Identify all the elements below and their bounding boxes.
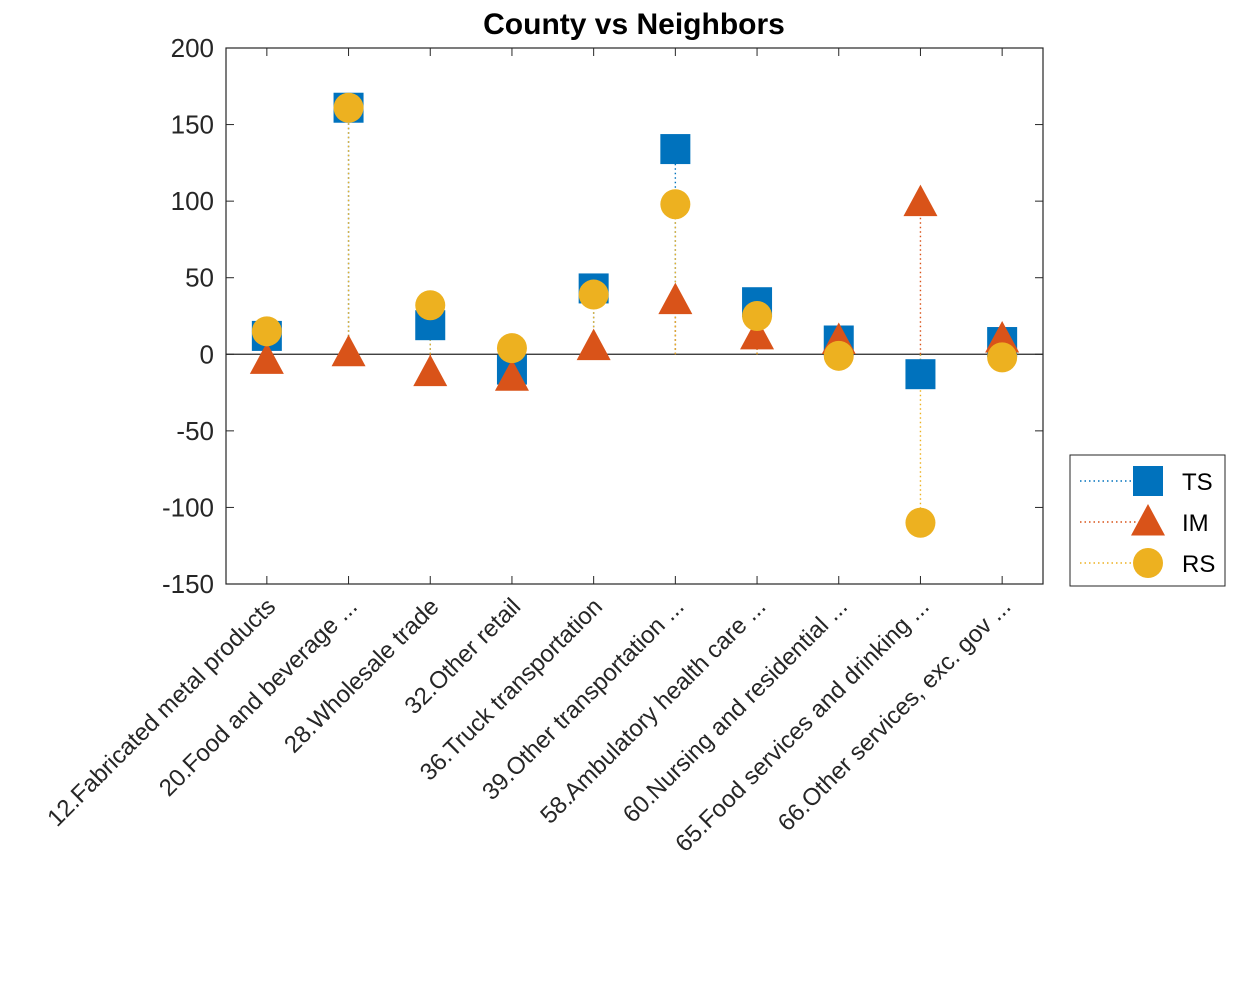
point-rs [578, 279, 609, 310]
point-im [576, 328, 611, 361]
legend-label-ts: TS [1182, 469, 1213, 496]
y-tick-label: -50 [176, 416, 214, 446]
chart-title: County vs Neighbors [483, 8, 785, 41]
point-rs [742, 301, 773, 331]
point-im [249, 342, 284, 374]
legend-label-im: IM [1182, 510, 1209, 537]
point-rs [415, 290, 446, 321]
point-rs [660, 189, 691, 220]
point-rs [987, 342, 1018, 373]
point-im [413, 354, 448, 387]
point-rs [823, 340, 854, 371]
point-im [903, 184, 938, 217]
y-tick-label: 100 [171, 186, 214, 216]
y-tick-label: -100 [162, 492, 214, 522]
point-ts [660, 134, 691, 165]
point-rs [251, 316, 282, 347]
y-tick-label: -150 [162, 569, 214, 599]
point-im [740, 317, 775, 350]
y-tick-label: 150 [171, 110, 214, 140]
point-rs [496, 333, 527, 364]
point-im [658, 282, 693, 315]
point-rs [905, 507, 936, 538]
point-im [331, 334, 366, 367]
legend-marker-rs [1133, 548, 1163, 578]
legend-marker-im [1131, 504, 1165, 536]
y-tick-label: 50 [185, 263, 214, 293]
axes-box [225, 47, 1044, 585]
x-tick-label: 28.Wholesale trade [279, 593, 444, 758]
legend-marker-ts [1133, 466, 1163, 496]
y-tick-label: 0 [200, 339, 214, 369]
y-tick-label: 200 [171, 33, 214, 63]
point-rs [333, 92, 364, 123]
legend: TS IM RS [1069, 454, 1226, 587]
legend-label-rs: RS [1182, 551, 1215, 578]
point-im [985, 320, 1020, 353]
point-im [494, 359, 529, 391]
point-ts [905, 359, 936, 390]
